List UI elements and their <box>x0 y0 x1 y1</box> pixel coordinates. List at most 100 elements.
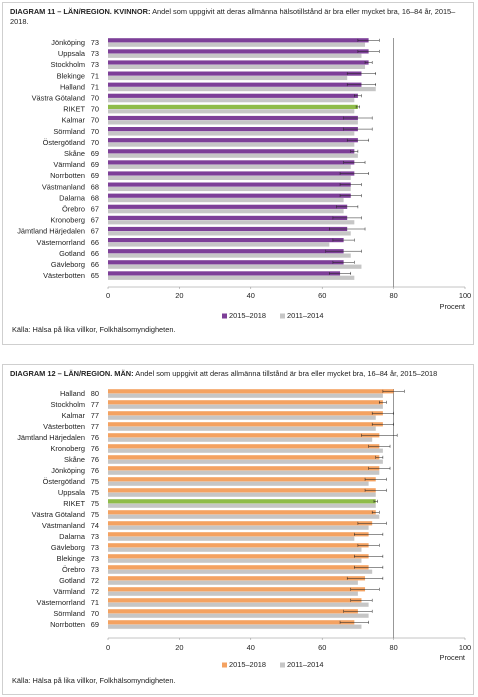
bar <box>108 215 348 220</box>
category-label: Västra Götaland <box>32 93 85 102</box>
value-label: 73 <box>91 554 99 563</box>
bar <box>108 53 362 58</box>
error-bar <box>368 466 391 470</box>
value-label: 69 <box>91 620 99 629</box>
bar <box>108 204 348 209</box>
value-label: 69 <box>91 149 99 158</box>
bar <box>108 149 355 154</box>
category-label: RIKET <box>63 499 85 508</box>
bar <box>108 38 369 43</box>
error-bar <box>332 238 355 242</box>
legend-swatch <box>280 662 285 668</box>
legend-label: 2015–2018 <box>229 660 266 669</box>
value-label: 76 <box>91 455 99 464</box>
bar <box>108 64 366 69</box>
bar <box>108 536 355 541</box>
x-axis-label: Procent <box>440 302 465 311</box>
bar <box>108 488 376 493</box>
error-bar <box>379 400 387 404</box>
value-label: 66 <box>91 249 99 258</box>
category-label: Värmland <box>53 587 85 596</box>
error-bar <box>346 576 384 580</box>
value-label: 67 <box>91 216 99 225</box>
error-bar <box>346 138 369 142</box>
category-label: Östergötland <box>43 477 85 486</box>
bar <box>108 93 358 98</box>
error-bar <box>336 205 359 209</box>
category-label: Gotland <box>59 249 85 258</box>
error-bar <box>357 521 387 525</box>
category-label: Halland <box>60 389 85 398</box>
x-tick-label: 20 <box>175 291 183 300</box>
x-tick-label: 40 <box>247 643 255 652</box>
x-tick-label: 0 <box>106 291 110 300</box>
x-tick-label: 40 <box>247 291 255 300</box>
source-note: Källa: Hälsa på lika villkor, Folkhälsom… <box>12 325 176 334</box>
value-label: 66 <box>91 238 99 247</box>
value-label: 70 <box>91 138 99 147</box>
bar <box>108 400 383 405</box>
error-bar <box>364 61 373 64</box>
bar <box>108 209 344 214</box>
bar <box>108 532 369 537</box>
bar <box>108 514 380 519</box>
chart-heading: DIAGRAM 11 – LÄN/REGION. KVINNOR: Andel … <box>10 7 465 27</box>
value-label: 75 <box>91 488 99 497</box>
value-label: 77 <box>91 422 99 431</box>
error-bar <box>354 532 384 536</box>
bar <box>108 242 330 247</box>
bar <box>108 609 358 614</box>
error-bar <box>354 554 384 558</box>
value-label: 75 <box>91 499 99 508</box>
error-bar <box>350 598 373 602</box>
value-label: 75 <box>91 510 99 519</box>
category-label: Stockholm <box>50 60 85 69</box>
legend-label: 2011–2014 <box>287 660 323 669</box>
value-label: 70 <box>91 93 99 102</box>
error-bar <box>364 488 387 492</box>
bar <box>108 49 369 54</box>
bar <box>108 131 355 136</box>
legend-label: 2011–2014 <box>287 311 323 320</box>
x-tick-label: 0 <box>106 643 110 652</box>
bar <box>108 624 362 629</box>
x-tick-label: 60 <box>318 643 326 652</box>
value-label: 70 <box>91 116 99 125</box>
x-tick-label: 80 <box>389 643 397 652</box>
category-label: Västernorrland <box>37 598 85 607</box>
bar <box>108 415 376 420</box>
category-label: Dalarna <box>59 532 86 541</box>
category-label: Jönköping <box>51 38 85 47</box>
error-bar <box>371 510 380 514</box>
category-label: Gävleborg <box>51 543 85 552</box>
error-bar <box>346 83 376 87</box>
error-bar <box>339 194 362 198</box>
bar <box>108 525 369 530</box>
value-label: 73 <box>91 38 99 47</box>
bar <box>108 271 341 276</box>
bar <box>108 477 376 482</box>
category-label: Gävleborg <box>51 260 85 269</box>
bar <box>108 565 369 570</box>
bar <box>108 503 376 508</box>
error-bar <box>329 227 366 231</box>
bar <box>108 499 376 504</box>
value-label: 73 <box>91 49 99 58</box>
bar <box>108 220 355 225</box>
error-bar <box>375 455 384 459</box>
bar <box>108 481 369 486</box>
chart-frame <box>2 364 474 695</box>
value-label: 70 <box>91 105 99 114</box>
bar <box>108 466 380 471</box>
bar <box>108 554 369 559</box>
error-bar <box>361 433 398 437</box>
bar <box>108 576 366 581</box>
chart-title: DIAGRAM 11 – LÄN/REGION. KVINNOR: <box>10 7 151 16</box>
bar <box>108 404 383 409</box>
value-label: 73 <box>91 565 99 574</box>
bar <box>108 455 380 460</box>
error-bar <box>357 543 380 547</box>
category-label: Västra Götaland <box>32 510 85 519</box>
category-label: Blekinge <box>57 71 85 80</box>
bar <box>108 198 344 203</box>
